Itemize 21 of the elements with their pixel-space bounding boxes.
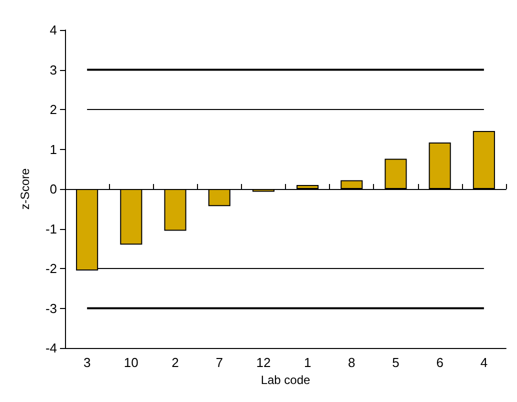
y-tick-label: -3 bbox=[45, 300, 57, 316]
y-axis-title: z-Score bbox=[18, 168, 32, 210]
x-tick-label: 2 bbox=[172, 355, 179, 370]
x-tick-label: 6 bbox=[436, 355, 444, 370]
y-tick-label: -2 bbox=[45, 261, 57, 276]
x-tick-label: 5 bbox=[392, 355, 400, 370]
x-axis-title: Lab code bbox=[260, 372, 311, 387]
x-tick-label: 4 bbox=[480, 355, 488, 370]
y-tick-label: 2 bbox=[50, 102, 57, 117]
x-tick-label: 1 bbox=[304, 355, 312, 370]
y-tick-label: 4 bbox=[50, 22, 57, 38]
x-tick-label: 8 bbox=[348, 355, 356, 370]
x-tick-label: 12 bbox=[256, 355, 271, 370]
y-tick-label: 0 bbox=[50, 182, 57, 196]
y-tick-label: -4 bbox=[45, 340, 57, 356]
x-tick-label: 10 bbox=[124, 355, 138, 370]
x-tick-label: 3 bbox=[83, 355, 91, 370]
x-tick-label: 7 bbox=[216, 355, 223, 370]
y-tick-label: -1 bbox=[45, 221, 57, 236]
y-tick-label: 1 bbox=[50, 142, 57, 157]
y-tick-label: 3 bbox=[50, 62, 57, 78]
